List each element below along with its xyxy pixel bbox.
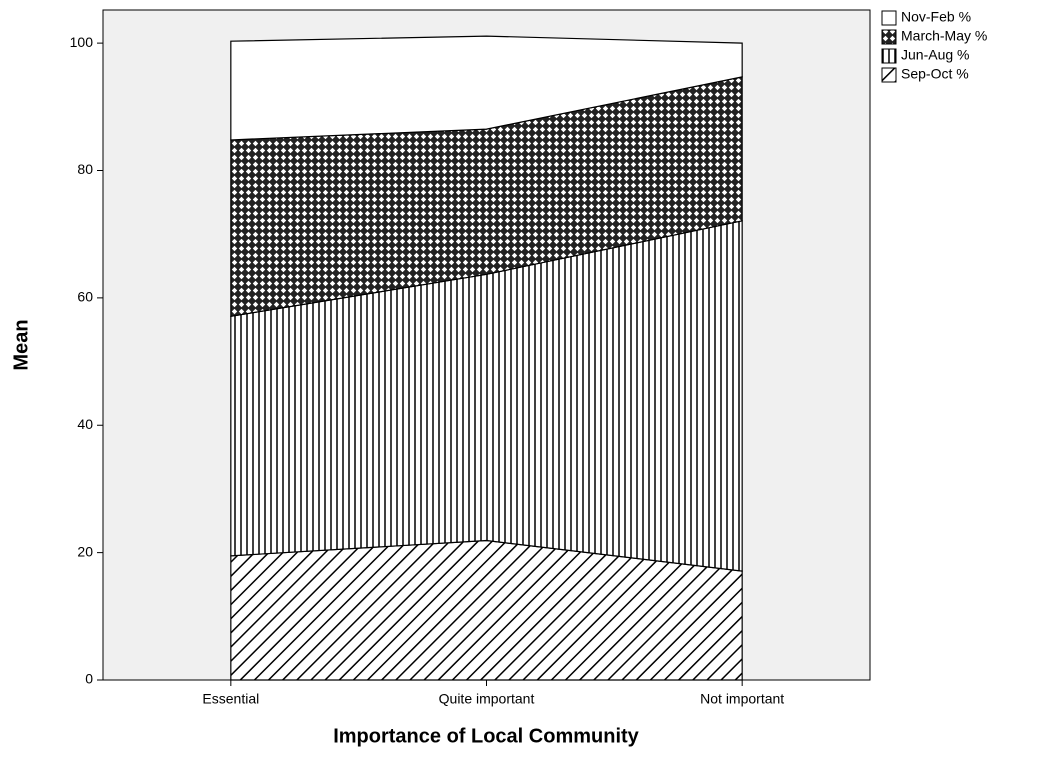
y-tick-label: 40 (77, 416, 93, 432)
x-tick-label: Quite important (439, 691, 535, 707)
x-tick-label: Essential (202, 691, 259, 707)
legend-swatch (881, 67, 897, 83)
legend-swatch (881, 48, 897, 64)
y-tick-label: 60 (77, 289, 93, 305)
legend-label: March-May % (901, 28, 987, 44)
legend-swatch (881, 29, 897, 45)
y-axis-label: Mean (10, 319, 32, 370)
y-tick-label: 80 (77, 161, 93, 177)
y-tick-label: 20 (77, 543, 93, 559)
area (230, 35, 743, 141)
x-axis-label: Importance of Local Community (333, 725, 639, 747)
legend-label: Nov-Feb % (901, 9, 971, 25)
x-tick-label: Not important (700, 691, 784, 707)
legend-swatch (881, 10, 897, 26)
y-tick-label: 100 (70, 34, 94, 50)
y-tick-label: 0 (85, 671, 93, 687)
legend-label: Jun-Aug % (901, 47, 969, 63)
legend-label: Sep-Oct % (901, 66, 969, 82)
